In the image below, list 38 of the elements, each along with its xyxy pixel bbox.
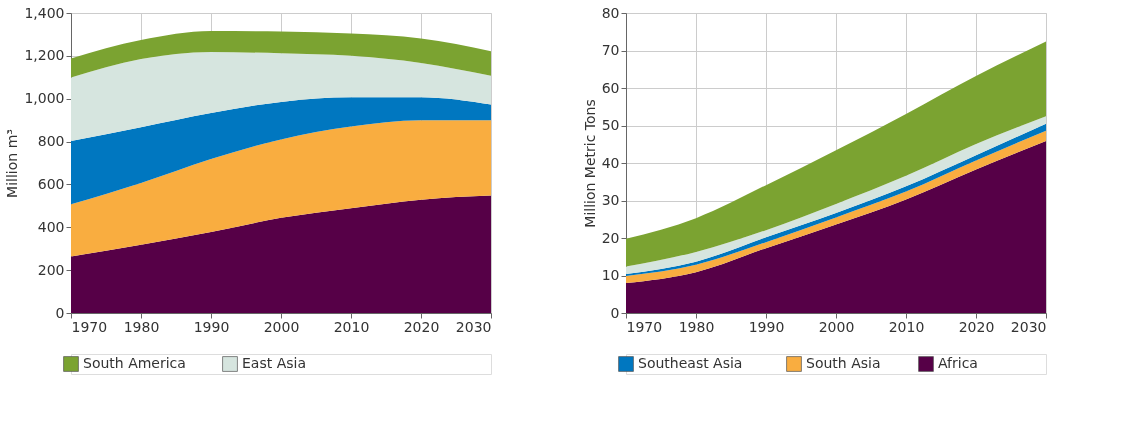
y-tick-label: 80 [601,4,620,21]
x-tick-label: 1980 [123,318,160,335]
x-tick-label: 2020 [403,318,440,335]
legend-label: South Asia [806,355,881,371]
x-tick-label: 1990 [748,318,785,335]
y-tick-label: 800 [37,133,65,150]
y-tick-label: 400 [37,218,65,235]
y-tick-label: 1,000 [24,90,65,107]
legend-label: South America [83,355,186,371]
y-axis-title: Million m³ [4,129,21,198]
y-tick-label: 1,400 [24,4,65,21]
y-tick-label: 200 [37,261,65,278]
x-tick-label: 1970 [626,318,663,335]
y-tick-label: 1,200 [24,47,65,64]
y-axis-title: Million Metric Tons [581,99,598,228]
legend-label: Southeast Asia [638,355,743,371]
legend-label: East Asia [242,355,306,371]
x-tick-label: 2020 [958,318,995,335]
y-tick-label: 70 [601,42,620,58]
x-tick-label: 2010 [333,318,370,335]
x-tick-label: 2000 [818,318,855,335]
y-tick-label: 40 [601,154,620,171]
y-tick-label: 60 [601,79,620,96]
x-tick-label: 2010 [888,318,925,335]
legend-label: Africa [938,355,978,371]
y-tick-label: 10 [601,267,620,283]
x-tick-label: 2030 [1010,318,1047,335]
x-tick-label: 1980 [678,318,715,335]
y-tick-label: 20 [601,229,620,246]
x-tick-label: 2030 [455,318,492,335]
x-tick-label: 1990 [193,318,230,335]
x-tick-label: 1970 [71,318,108,335]
x-tick-label: 2000 [263,318,300,335]
y-tick-label: 600 [37,175,65,192]
y-tick-label: 30 [601,192,620,208]
y-tick-label: 50 [601,117,620,133]
y-tick-label: 0 [55,304,65,321]
y-tick-label: 0 [610,304,620,321]
